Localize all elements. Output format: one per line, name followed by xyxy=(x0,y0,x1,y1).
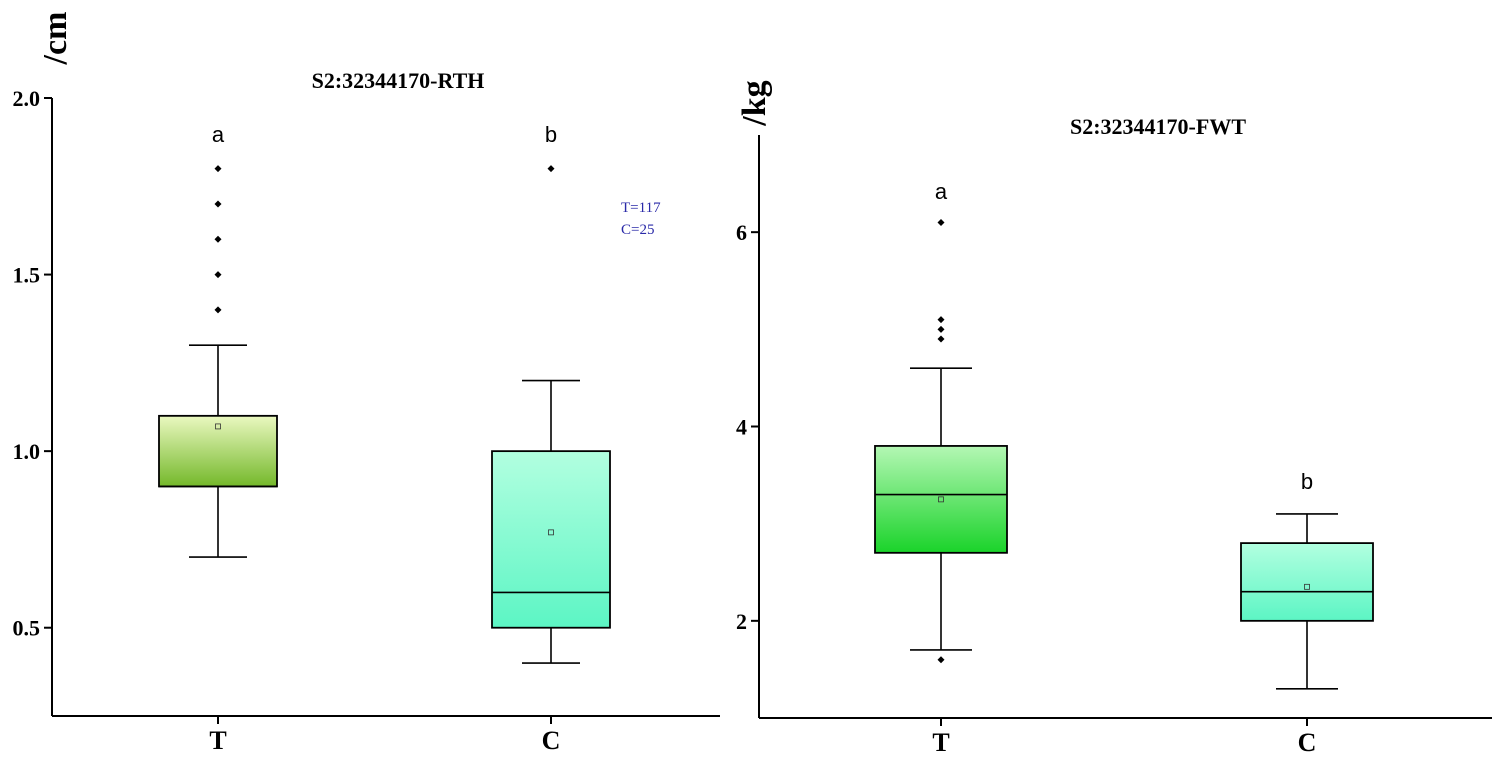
y-axis-label: /cm xyxy=(37,12,74,66)
panel-rth: S2:32344170-RTH/cm 0.5 1.0 1.5 2.0 T Ca b T=117 C… xyxy=(13,12,720,755)
y-axis-label: /kg xyxy=(736,80,773,126)
outlier-point xyxy=(937,316,945,324)
y-tick-label: 1.0 xyxy=(13,439,41,464)
y-tick-label: 1.5 xyxy=(13,263,41,288)
sample-size-annotation: T=117 xyxy=(621,200,661,216)
significance-letter: a xyxy=(935,179,948,204)
significance-letter: a xyxy=(212,122,225,147)
outlier-point xyxy=(937,218,945,226)
panel-fwt: S2:32344170-FWT/kg 2 4 6 T Ca b xyxy=(736,80,1492,757)
significance-letter: b xyxy=(1301,469,1313,494)
outlier-point xyxy=(937,656,945,664)
outlier-point xyxy=(214,271,222,279)
outlier-point xyxy=(214,200,222,208)
x-tick-label: T xyxy=(932,728,949,757)
box-iqr xyxy=(491,450,611,629)
box-iqr xyxy=(874,445,1008,554)
outlier-point xyxy=(547,165,555,173)
chart-title: S2:32344170-RTH xyxy=(312,68,485,93)
x-tick-label: C xyxy=(1298,728,1317,757)
box-iqr xyxy=(158,414,278,488)
mean-marker xyxy=(548,529,554,536)
y-tick-label: 6 xyxy=(736,220,747,245)
outlier-point xyxy=(214,306,222,314)
outlier-point xyxy=(214,235,222,243)
chart-title: S2:32344170-FWT xyxy=(1070,114,1246,139)
sample-size-annotation: C=25 xyxy=(621,222,654,238)
y-tick-label: 4 xyxy=(736,415,747,440)
outlier-point xyxy=(937,335,945,343)
y-tick-label: 0.5 xyxy=(13,616,41,641)
outlier-point xyxy=(937,325,945,333)
significance-letter: b xyxy=(545,122,557,147)
x-tick-label: T xyxy=(209,726,226,755)
x-tick-label: C xyxy=(542,726,561,755)
mean-marker xyxy=(215,423,221,430)
y-tick-label: 2.0 xyxy=(13,86,41,111)
y-tick-label: 2 xyxy=(736,609,747,634)
outlier-point xyxy=(214,165,222,173)
mean-marker xyxy=(938,496,944,503)
mean-marker xyxy=(1304,583,1310,590)
box-iqr xyxy=(1240,542,1374,622)
